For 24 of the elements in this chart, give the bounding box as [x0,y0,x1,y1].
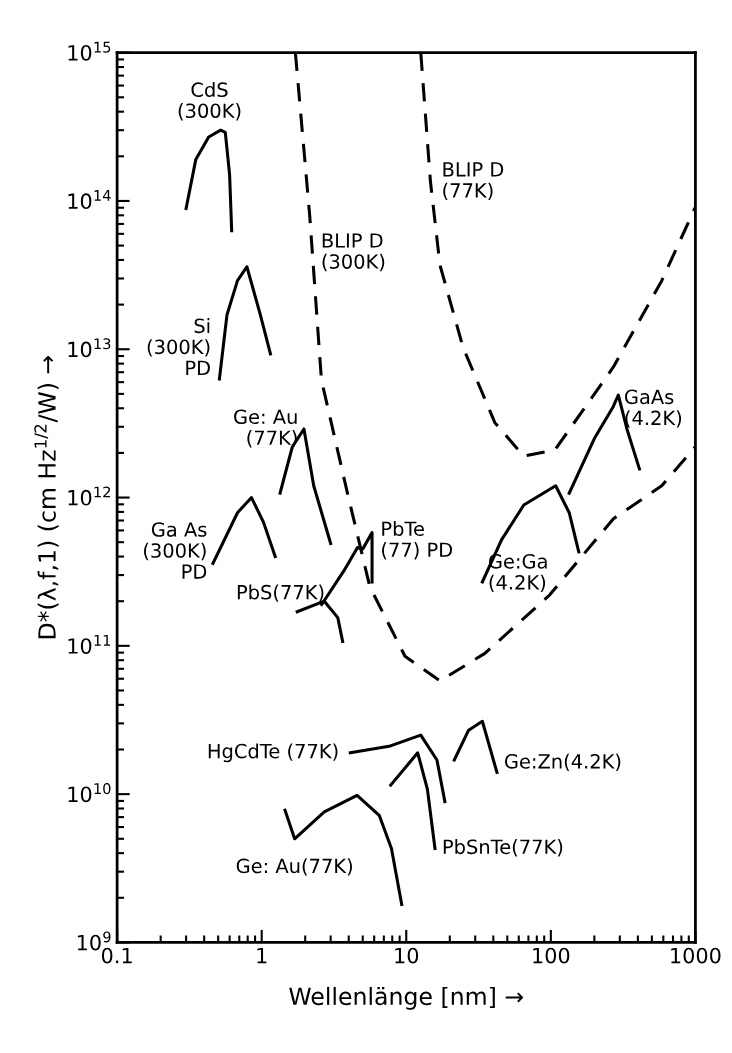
annotation: BLIP D (77K) [443,162,504,201]
annotation: GaAs (4.2K) [624,389,682,428]
y-tick-label: 10$^{11}$ [68,635,111,654]
annotation: PbSnTe(77K) [443,839,563,857]
y-axis-title: D*(λ,f,1) (cm Hz$^{1/2}$/W) → [34,355,59,639]
annotation: PbTe (77) PD [382,521,453,560]
x-tick-label: 1000 [671,947,721,964]
annotation: HgCdTe (77K) [208,743,338,763]
annotation: PbS(77K) [237,584,324,602]
annotation: Ge: Au(77K) [236,858,352,876]
x-axis-title: Wellenlänge [nm] → [289,986,523,1010]
x-tick-label: 1 [257,947,267,964]
annotation: CdS (300K) [178,82,241,121]
y-tick-label: 10$^{15}$ [68,41,111,61]
annotation: Ge:Zn(4.2K) [504,753,621,771]
annotation: Si (300K) PD [147,318,210,375]
x-tick-label: 100 [533,947,570,964]
x-tick-label: 10 [395,947,419,964]
annotation: BLIP D (300K) [322,233,385,272]
y-tick-label: 10$^{13}$ [68,338,111,358]
y-tick-label: 10$^{12}$ [68,486,111,506]
y-tick-label: 10$^{14}$ [68,190,111,210]
annotation: Ga As (300K) PD [144,522,207,579]
y-tick-label: 10$^{10}$ [68,783,111,803]
